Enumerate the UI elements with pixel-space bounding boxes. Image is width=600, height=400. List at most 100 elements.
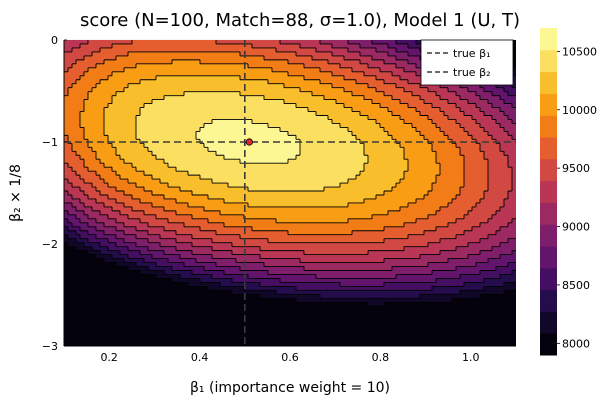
contour-cell bbox=[388, 51, 393, 57]
contour-cell bbox=[460, 131, 465, 136]
contour-cell bbox=[196, 95, 201, 101]
contour-cell bbox=[112, 123, 117, 129]
contour-cell bbox=[160, 43, 165, 49]
contour-cell bbox=[300, 79, 305, 85]
contour-cell bbox=[360, 47, 365, 53]
contour-cell bbox=[424, 135, 429, 140]
contour-cell bbox=[84, 95, 89, 101]
contour-cell bbox=[120, 59, 125, 65]
contour-cell bbox=[404, 131, 409, 136]
contour-cell bbox=[84, 87, 89, 93]
contour-cell bbox=[456, 187, 461, 192]
contour-cell bbox=[72, 198, 77, 204]
contour-cell bbox=[100, 83, 105, 89]
contour-cell bbox=[140, 67, 145, 73]
contour-cell bbox=[380, 159, 385, 164]
contour-cell bbox=[448, 87, 453, 93]
contour-cell bbox=[128, 147, 133, 152]
contour-cell bbox=[256, 71, 261, 77]
contour-cell bbox=[476, 163, 481, 168]
contour-cell bbox=[108, 71, 113, 77]
contour-cell bbox=[508, 87, 513, 93]
contour-cell bbox=[380, 115, 385, 121]
contour-cell bbox=[280, 127, 285, 132]
contour-cell bbox=[428, 198, 433, 204]
contour-cell bbox=[304, 194, 309, 200]
contour-cell bbox=[64, 111, 69, 117]
contour-cell bbox=[216, 111, 221, 117]
contour-cell bbox=[264, 83, 269, 89]
contour-cell bbox=[440, 159, 445, 164]
contour-cell bbox=[412, 43, 417, 49]
contour-cell bbox=[396, 47, 401, 53]
contour-cell bbox=[372, 67, 377, 73]
contour-cell bbox=[316, 123, 321, 129]
contour-cell bbox=[380, 187, 385, 192]
contour-cell bbox=[220, 206, 225, 212]
contour-cell bbox=[360, 87, 365, 93]
contour-cell bbox=[320, 83, 325, 89]
contour-cell bbox=[368, 43, 373, 49]
contour-cell bbox=[420, 198, 425, 204]
contour-cell bbox=[92, 210, 97, 216]
contour-cell bbox=[144, 135, 149, 140]
contour-cell bbox=[340, 147, 345, 152]
contour-cell bbox=[156, 83, 161, 89]
contour-cell bbox=[72, 103, 77, 109]
contour-cell bbox=[288, 111, 293, 117]
contour-cell bbox=[160, 210, 165, 216]
contour-cell bbox=[152, 67, 157, 73]
contour-cell bbox=[476, 151, 481, 156]
contour-cell bbox=[160, 87, 165, 93]
contour-cell bbox=[340, 159, 345, 164]
contour-cell bbox=[140, 111, 145, 117]
contour-cell bbox=[276, 159, 281, 164]
contour-cell bbox=[204, 167, 209, 172]
contour-cell bbox=[104, 194, 109, 200]
contour-cell bbox=[248, 135, 253, 140]
contour-cell bbox=[120, 135, 125, 140]
contour-cell bbox=[500, 131, 505, 136]
contour-cell bbox=[412, 135, 417, 140]
contour-cell bbox=[340, 171, 345, 176]
contour-cell bbox=[480, 183, 485, 188]
contour-cell bbox=[216, 119, 221, 125]
contour-cell bbox=[228, 191, 233, 196]
contour-cell bbox=[204, 131, 209, 136]
contour-cell bbox=[512, 99, 516, 105]
contour-cell bbox=[68, 51, 73, 57]
contour-cell bbox=[92, 67, 97, 73]
contour-cell bbox=[408, 135, 413, 140]
contour-cell bbox=[108, 183, 113, 188]
contour-cell bbox=[320, 123, 325, 129]
contour-cell bbox=[484, 87, 489, 93]
contour-cell bbox=[96, 67, 101, 73]
contour-cell bbox=[424, 202, 429, 208]
contour-cell bbox=[264, 119, 269, 125]
contour-cell bbox=[380, 210, 385, 216]
contour-cell bbox=[380, 127, 385, 132]
contour-cell bbox=[432, 198, 437, 204]
contour-cell bbox=[108, 167, 113, 172]
contour-cell bbox=[280, 91, 285, 97]
contour-cell bbox=[284, 103, 289, 109]
contour-cell bbox=[280, 183, 285, 188]
contour-cell bbox=[148, 202, 153, 208]
contour-cell bbox=[504, 198, 509, 204]
contour-cell bbox=[360, 115, 365, 121]
contour-cell bbox=[248, 115, 253, 121]
contour-cell bbox=[432, 103, 437, 109]
contour-cell bbox=[312, 47, 317, 53]
contour-cell bbox=[284, 59, 289, 65]
contour-cell bbox=[444, 183, 449, 188]
contour-cell bbox=[364, 87, 369, 93]
contour-cell bbox=[272, 210, 277, 216]
contour-cell bbox=[120, 198, 125, 204]
contour-cell bbox=[168, 79, 173, 85]
contour-cell bbox=[380, 99, 385, 105]
contour-cell bbox=[296, 51, 301, 57]
contour-cell bbox=[292, 59, 297, 65]
contour-cell bbox=[188, 206, 193, 212]
contour-cell bbox=[200, 55, 205, 61]
contour-cell bbox=[392, 191, 397, 196]
